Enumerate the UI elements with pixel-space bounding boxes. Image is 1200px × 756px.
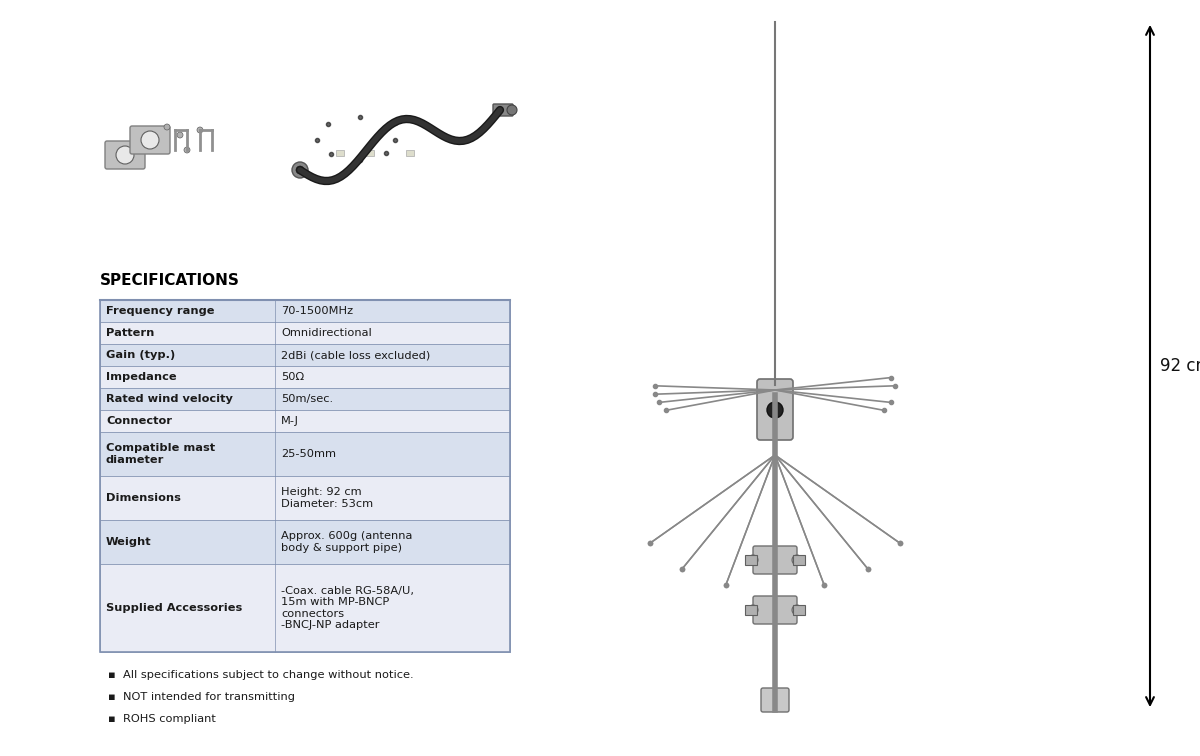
FancyBboxPatch shape (754, 596, 797, 624)
Bar (745, 605, 757, 615)
Text: Dimensions: Dimensions (106, 493, 181, 503)
Text: -Coax. cable RG-58A/U,
15m with MP-BNCP
connectors
-BNCJ-NP adapter: -Coax. cable RG-58A/U, 15m with MP-BNCP … (281, 586, 414, 631)
Bar (793, 605, 805, 615)
Bar (100, 388, 510, 410)
Bar (100, 410, 510, 432)
Bar (336, 150, 344, 156)
Bar (100, 300, 510, 322)
Bar (100, 520, 510, 564)
Text: SPECIFICATIONS: SPECIFICATIONS (100, 273, 240, 288)
Text: ▪  All specifications subject to change without notice.: ▪ All specifications subject to change w… (108, 670, 414, 680)
Circle shape (792, 605, 802, 615)
Text: 50Ω: 50Ω (281, 372, 304, 382)
Bar (100, 476, 510, 520)
Text: 70-1500MHz: 70-1500MHz (281, 306, 353, 316)
Text: Rated wind velocity: Rated wind velocity (106, 394, 233, 404)
Circle shape (792, 555, 802, 565)
Circle shape (292, 162, 308, 178)
Text: Supplied Accessories: Supplied Accessories (106, 603, 242, 613)
Bar (100, 432, 510, 476)
Text: Omnidirectional: Omnidirectional (281, 328, 372, 338)
Bar (100, 300, 510, 652)
Circle shape (296, 166, 304, 174)
Circle shape (197, 127, 203, 133)
Text: Frequency range: Frequency range (106, 306, 215, 316)
Circle shape (748, 605, 758, 615)
Text: ▪  ROHS compliant: ▪ ROHS compliant (108, 714, 216, 724)
Bar (406, 150, 414, 156)
Text: ▪  NOT intended for transmitting: ▪ NOT intended for transmitting (108, 692, 295, 702)
Text: Height: 92 cm
Diameter: 53cm: Height: 92 cm Diameter: 53cm (281, 487, 373, 509)
Bar (793, 555, 805, 565)
FancyBboxPatch shape (754, 546, 797, 574)
Text: Impedance: Impedance (106, 372, 176, 382)
Text: Weight: Weight (106, 537, 151, 547)
Bar (100, 564, 510, 652)
Text: Compatible mast
diameter: Compatible mast diameter (106, 443, 215, 465)
Text: 92 cm: 92 cm (1160, 357, 1200, 375)
Text: 25-50mm: 25-50mm (281, 449, 336, 459)
Bar (100, 366, 510, 388)
Text: Gain (typ.): Gain (typ.) (106, 350, 175, 360)
FancyBboxPatch shape (130, 126, 170, 154)
FancyBboxPatch shape (761, 688, 790, 712)
Circle shape (748, 555, 758, 565)
Text: Approx. 600g (antenna
body & support pipe): Approx. 600g (antenna body & support pip… (281, 531, 413, 553)
Text: Pattern: Pattern (106, 328, 155, 338)
Bar (366, 150, 374, 156)
Text: M-J: M-J (281, 416, 299, 426)
Text: 50m/sec.: 50m/sec. (281, 394, 334, 404)
FancyBboxPatch shape (493, 104, 514, 116)
Bar (100, 322, 510, 344)
Circle shape (142, 131, 158, 149)
Text: Connector: Connector (106, 416, 172, 426)
Bar (745, 555, 757, 565)
Circle shape (184, 147, 190, 153)
FancyBboxPatch shape (757, 379, 793, 440)
Circle shape (178, 132, 182, 138)
Text: 2dBi (cable loss excluded): 2dBi (cable loss excluded) (281, 350, 431, 360)
Circle shape (116, 146, 134, 164)
FancyBboxPatch shape (106, 141, 145, 169)
Circle shape (508, 105, 517, 115)
Circle shape (767, 402, 784, 418)
Circle shape (164, 124, 170, 130)
Bar (100, 344, 510, 366)
